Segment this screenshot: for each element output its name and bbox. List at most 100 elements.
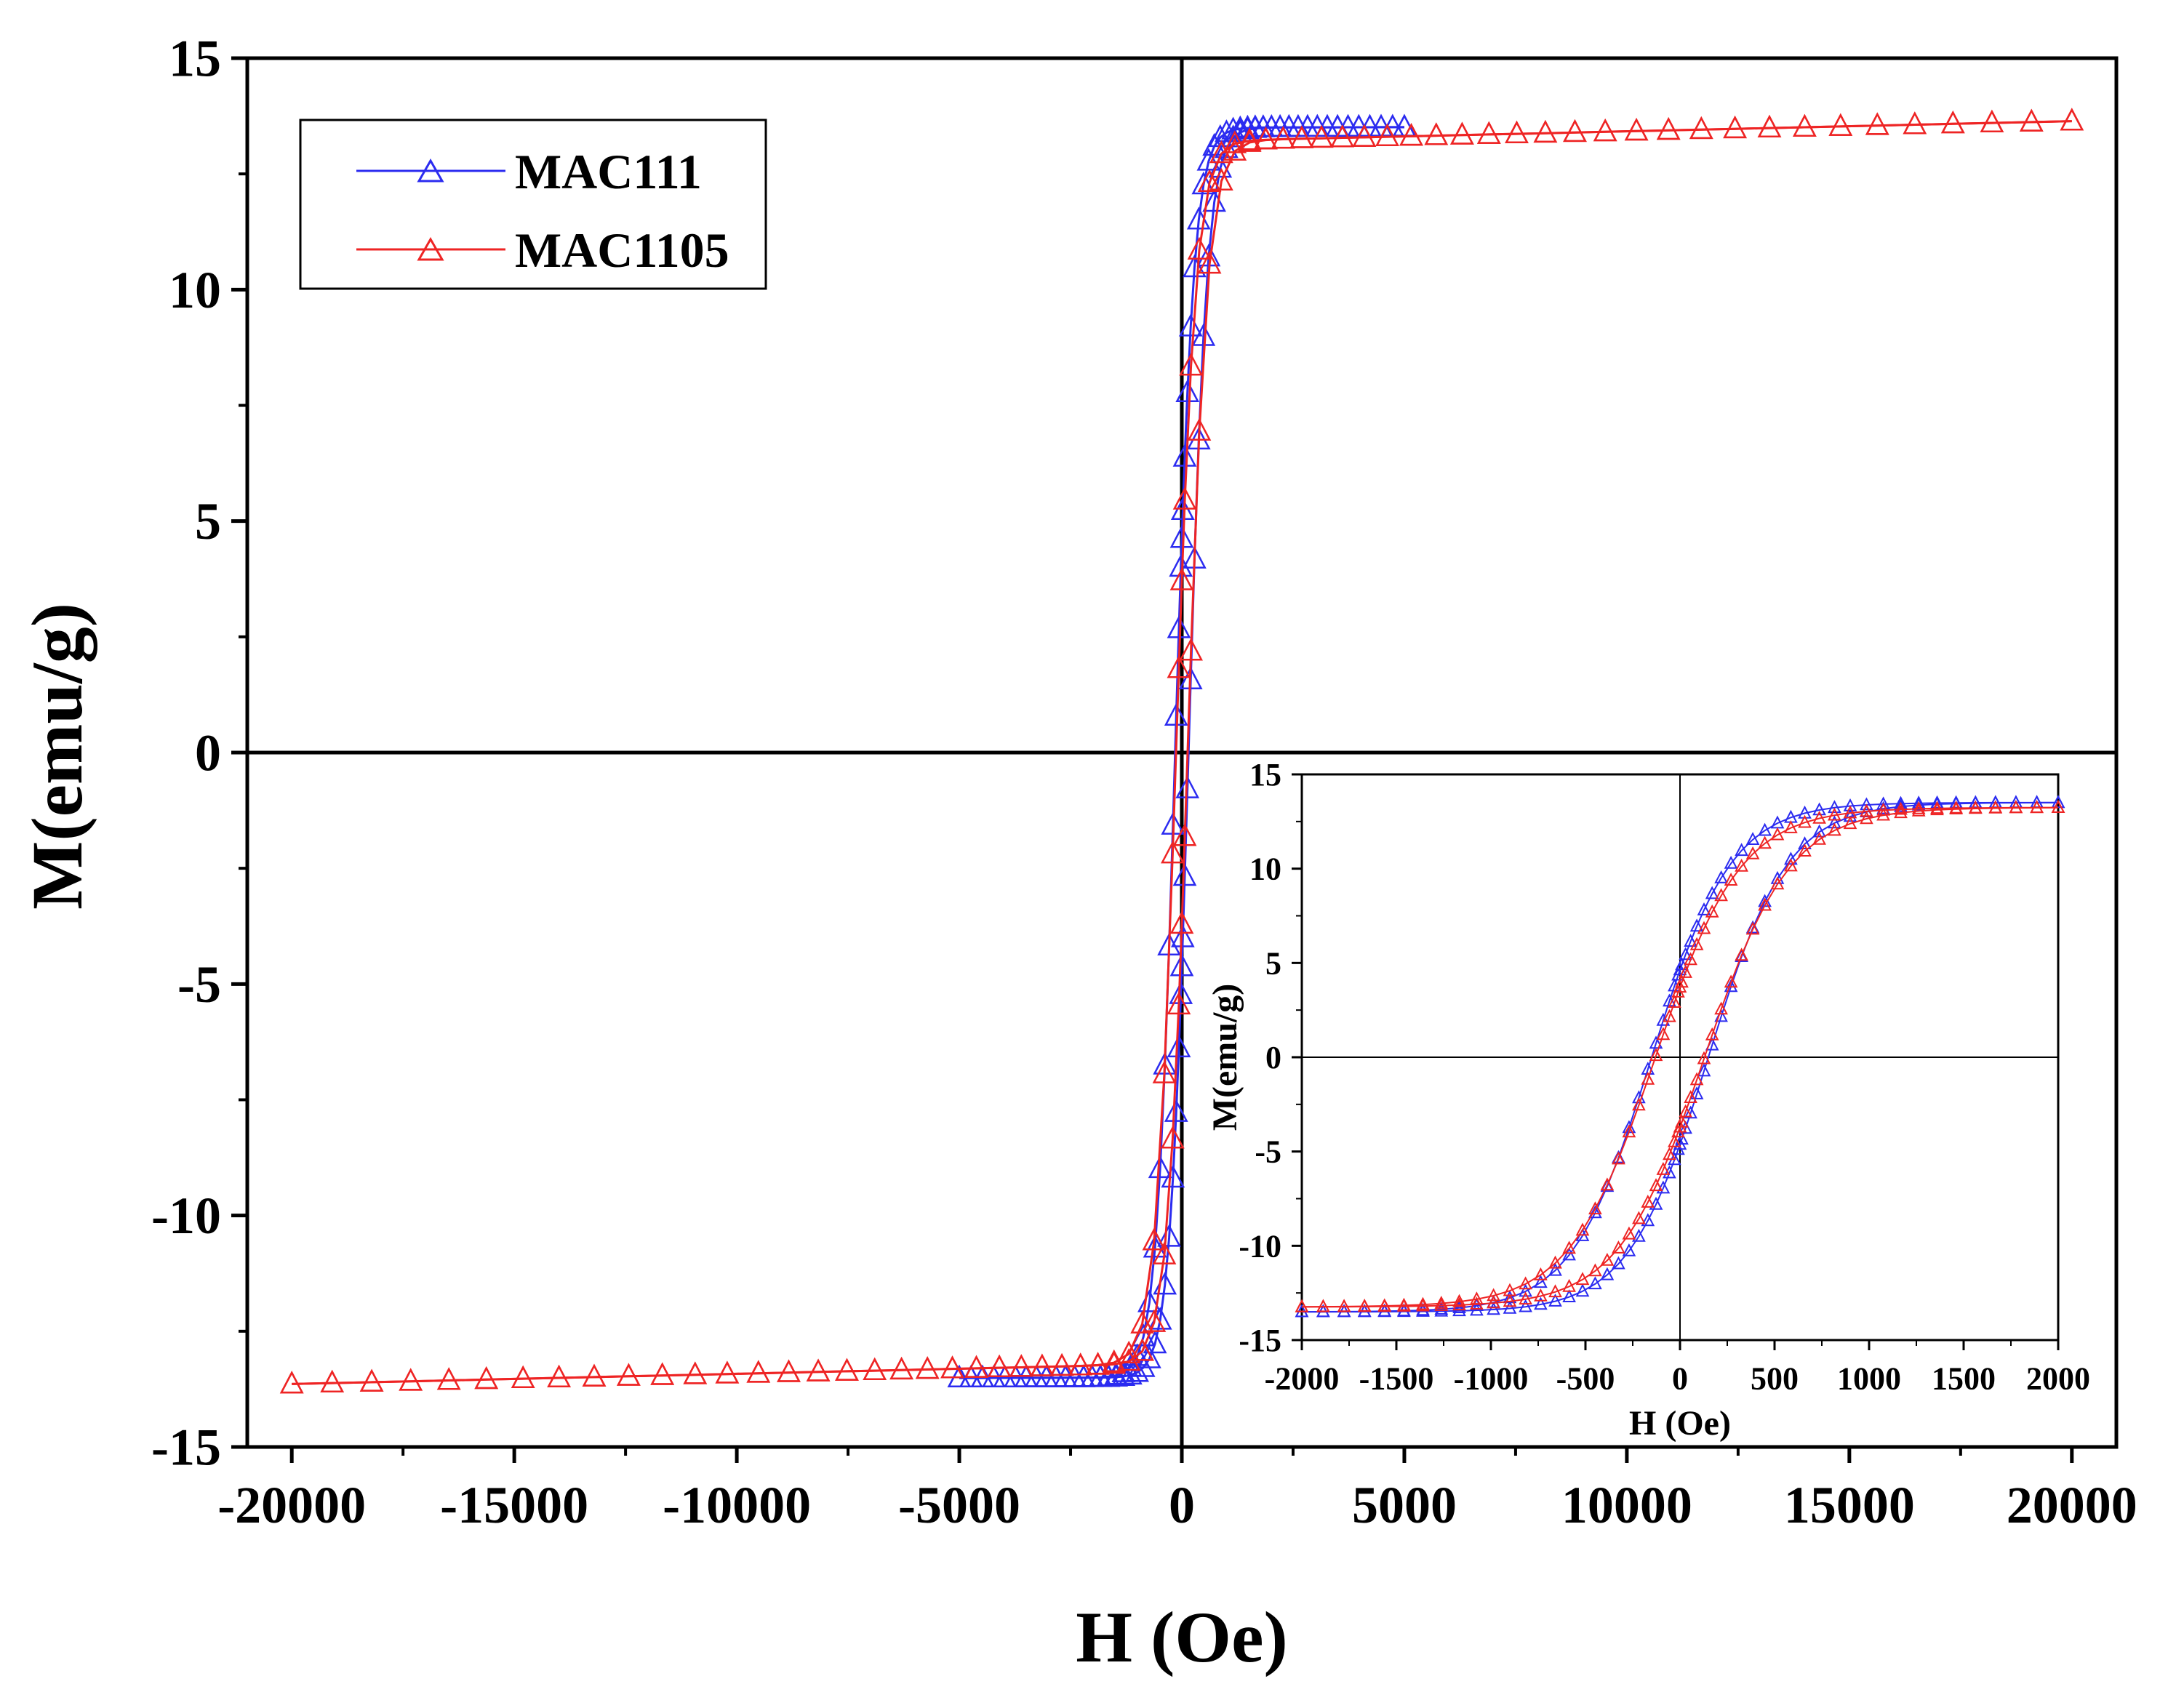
data-point-marker [1705,886,1719,899]
data-point-marker [1689,1072,1704,1086]
data-point-marker [1169,553,1193,577]
main-x-tick-label: 20000 [2007,1476,2137,1534]
data-point-marker [1548,1262,1562,1276]
data-point-marker [1167,655,1191,678]
data-point-marker [1209,140,1233,164]
data-point-marker [1705,1027,1719,1041]
data-point-marker [1784,858,1798,872]
data-point-marker [1575,1272,1590,1286]
data-point-marker [1143,1331,1167,1354]
inset-x-tick-label: -1500 [1359,1361,1434,1397]
data-point-marker [1679,947,1692,961]
data-point-marker [1758,897,1772,911]
data-point-marker [1534,1275,1548,1288]
data-point-marker [1562,1289,1576,1302]
data-point-marker [1487,1302,1500,1315]
data-point-marker [650,1362,675,1385]
data-point-marker [1980,109,2004,133]
data-point-marker [1470,1291,1484,1305]
data-point-marker [1534,1288,1548,1302]
data-point-marker [746,1360,771,1383]
data-point-marker [1663,1147,1676,1160]
data-point-marker [1588,1263,1602,1277]
data-point-marker [1784,820,1798,833]
data-point-marker [1562,1278,1576,1292]
data-point-marker [1352,124,1377,147]
inset-x-tick-label: 1500 [1932,1361,1996,1397]
data-point-marker [1714,1001,1728,1015]
data-point-marker [835,1358,859,1381]
data-point-marker [1697,1051,1711,1065]
data-point-marker [1068,1352,1093,1376]
data-point-marker [1563,119,1587,143]
data-point-marker [1812,802,1826,816]
inset-y-tick-label: 0 [1265,1040,1281,1075]
data-point-marker [359,1368,384,1392]
data-point-marker [1424,122,1449,145]
data-point-marker [1624,118,1649,141]
data-point-marker [1009,1354,1033,1377]
data-point-marker [1663,1165,1676,1179]
data-point-marker [1745,832,1760,845]
data-point-marker [1940,111,1965,134]
data-point-marker [1843,809,1857,822]
data-point-marker [1533,119,1558,143]
data-point-marker [1622,1124,1636,1138]
data-point-marker [1534,1267,1548,1280]
data-point-marker [1723,115,1747,139]
inset-x-tick-label: -500 [1556,1361,1615,1397]
main-x-tick-label: -20000 [217,1476,366,1534]
data-point-marker [1125,1359,1149,1382]
data-point-marker [1519,1283,1532,1297]
data-point-marker [1668,1134,1681,1147]
data-point-marker [1798,814,1812,828]
data-point-marker [1689,1086,1704,1099]
inset-x-tick-label: -2000 [1265,1361,1340,1397]
inset-series-group [1295,795,2065,1318]
data-point-marker [1641,1071,1655,1085]
main-y-tick-label: -15 [151,1418,221,1476]
data-point-marker [1548,1284,1562,1298]
inset-y-tick-label: -15 [1239,1323,1281,1358]
data-point-marker [1399,123,1423,146]
data-point-marker [1209,167,1233,191]
data-point-marker [1828,822,1841,836]
main-x-tick-label: -5000 [898,1476,1020,1534]
data-point-marker [1357,1299,1372,1312]
main-y-tick-label: 15 [169,29,221,87]
data-point-marker [1673,962,1687,976]
main-x-tick-label: -15000 [440,1476,588,1534]
inset-chart: -2000 -1500 -1000 -500 0 500 1000 1500 2… [1206,757,2090,1443]
main-x-tick-label: 15000 [1784,1476,1915,1534]
data-point-marker [1968,801,1983,814]
data-point-marker [1684,1090,1697,1103]
data-point-marker [915,1356,940,1379]
data-point-marker [1142,1227,1167,1251]
data-point-marker [1714,888,1728,902]
data-point-marker [1161,841,1185,864]
data-point-marker [1724,855,1738,869]
data-point-marker [1221,116,1245,140]
data-point-marker [1649,1196,1663,1210]
data-point-marker [683,1361,708,1384]
data-point-marker [1049,1352,1074,1376]
data-point-marker [1735,947,1748,961]
data-point-marker [2009,800,2023,814]
data-point-marker [1152,1060,1177,1083]
main-y-tick-label: 5 [195,492,221,550]
data-point-marker [1684,1105,1697,1119]
data-point-marker [1949,801,1963,814]
data-point-marker [1793,113,1817,137]
legend: MAC111 MAC1105 [299,119,767,290]
legend-box [299,119,767,290]
data-point-marker [1689,918,1704,932]
data-point-marker [1161,1165,1185,1188]
data-point-marker [1697,921,1711,934]
data-point-marker [1172,863,1197,886]
inset-ticks [1292,773,2060,1350]
data-point-marker [511,1365,535,1389]
data-point-marker [1724,974,1738,988]
main-y-tick-label: 0 [195,723,221,782]
inset-y-tick-label: -10 [1239,1228,1281,1264]
data-point-marker [1911,801,1926,814]
